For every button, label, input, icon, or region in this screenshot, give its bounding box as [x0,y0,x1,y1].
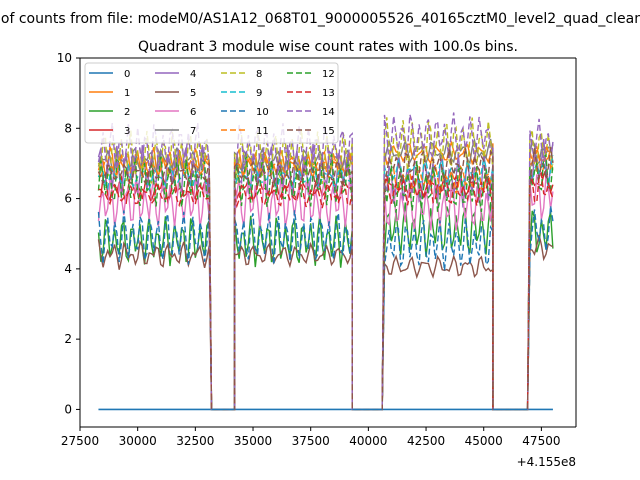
series-line-10 [97,205,554,411]
chart-title: Quadrant 3 module wise count rates with … [138,39,518,55]
series-line-15 [97,147,554,411]
y-tick-label: 6 [64,192,72,206]
y-tick-label: 0 [64,402,72,416]
y-tick-label: 8 [64,121,72,135]
y-tick-label: 2 [64,332,72,346]
legend-label: 6 [190,107,196,118]
x-axis-offset-label: +4.155e8 [517,455,576,469]
legend-label: 12 [322,69,335,80]
x-tick-label: 37500 [292,434,330,448]
legend-label: 14 [322,107,335,118]
legend-label: 3 [124,126,130,137]
series-line-2 [97,202,554,411]
x-tick-label: 30000 [119,434,157,448]
legend-label: 11 [256,126,269,137]
x-axis-ticks: 27500 30000 32500 35000 37500 40000 42500 45000… [61,427,560,448]
x-tick-label: 42500 [407,434,445,448]
y-tick-label: 4 [64,262,72,276]
series-line-12 [97,153,554,411]
series-line-13 [98,171,554,411]
legend-label: 2 [124,107,130,118]
legend-label: 15 [322,126,335,137]
legend-label: 0 [124,69,130,80]
legend-label: 8 [256,69,262,80]
x-tick-label: 32500 [176,434,214,448]
legend-label: 13 [322,88,335,99]
x-tick-label: 35000 [234,434,272,448]
x-tick-label: 47500 [522,434,560,448]
series-line-8 [97,117,554,411]
x-tick-label: 40000 [349,434,387,448]
x-tick-label: 27500 [61,434,99,448]
x-tick-label: 45000 [465,434,503,448]
legend-label: 7 [190,126,196,137]
legend-label: 1 [124,88,130,99]
series-line-5 [97,234,554,411]
legend-label: 10 [256,107,269,118]
axes-frame [79,57,577,428]
legend-label: 5 [190,88,196,99]
legend-frame [84,62,339,144]
legend-label: 9 [256,88,262,99]
figure-suptitle: Plot of counts from file: modeM0/AS1A12_… [0,11,640,27]
legend-label: 4 [190,69,196,80]
y-axis-ticks: 0 2 4 6 8 10 [57,51,80,416]
series-line-11 [97,144,554,411]
y-tick-label: 10 [57,51,72,65]
